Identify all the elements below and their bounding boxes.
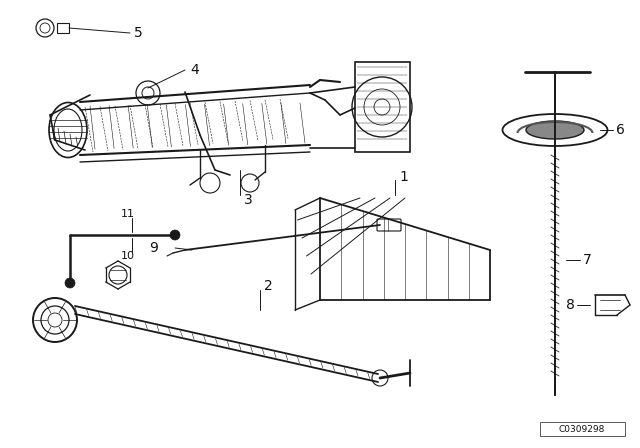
Text: 2: 2 (264, 279, 273, 293)
Text: 11: 11 (121, 209, 135, 219)
Text: 4: 4 (190, 63, 199, 77)
Text: C0309298: C0309298 (559, 426, 605, 435)
Text: 8: 8 (566, 298, 575, 312)
Text: 5: 5 (134, 26, 143, 40)
Ellipse shape (502, 114, 607, 146)
Text: 10: 10 (121, 251, 135, 261)
Ellipse shape (526, 121, 584, 139)
Text: 6: 6 (616, 123, 625, 137)
Circle shape (65, 278, 75, 288)
Circle shape (170, 230, 180, 240)
Text: 1: 1 (399, 170, 408, 184)
Text: 9: 9 (149, 241, 158, 255)
Text: 3: 3 (244, 193, 253, 207)
Text: 7: 7 (583, 253, 592, 267)
